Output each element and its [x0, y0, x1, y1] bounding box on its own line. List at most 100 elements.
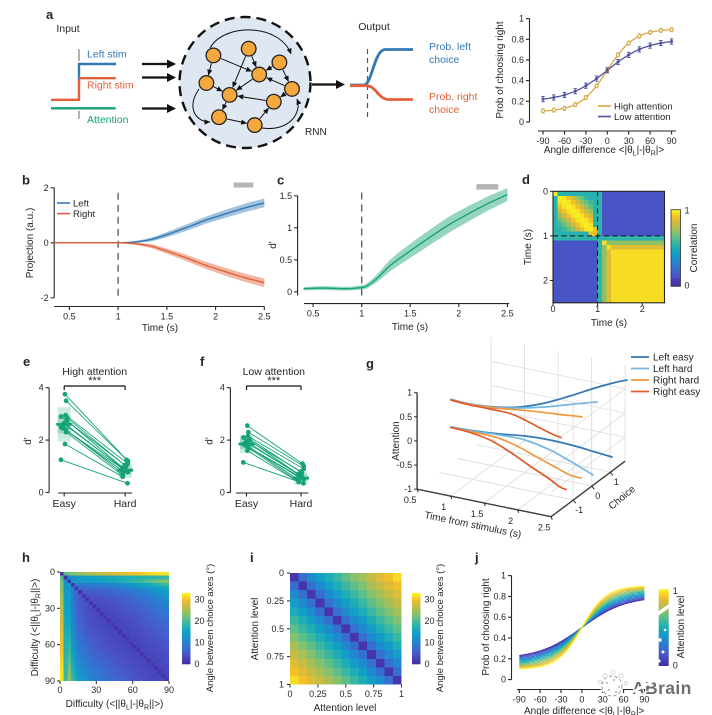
svg-text:30: 30 [195, 594, 205, 604]
svg-text:2: 2 [39, 435, 44, 445]
svg-text:i: i [250, 550, 254, 565]
svg-text:2: 2 [640, 304, 645, 314]
svg-text:0.5: 0.5 [307, 309, 320, 319]
svg-text:d': d' [23, 437, 34, 445]
svg-text:d': d' [268, 241, 279, 249]
svg-text:0: 0 [287, 287, 292, 297]
svg-text:Prob. right: Prob. right [429, 91, 478, 103]
svg-text:0: 0 [279, 568, 284, 578]
svg-text:Left hard: Left hard [653, 364, 692, 375]
svg-text:10: 10 [425, 638, 435, 648]
svg-text:Right easy: Right easy [653, 387, 700, 398]
svg-text:0.6: 0.6 [511, 55, 524, 65]
svg-text:Angle between choice axes (°): Angle between choice axes (°) [205, 564, 216, 692]
svg-text:0.5: 0.5 [340, 689, 353, 699]
svg-text:-90: -90 [536, 136, 549, 146]
svg-text:0: 0 [44, 238, 49, 248]
svg-text:0: 0 [685, 280, 690, 290]
svg-text:1: 1 [519, 14, 524, 24]
svg-text:-0.5: -0.5 [397, 460, 413, 470]
svg-text:0: 0 [220, 488, 225, 498]
svg-text:***: *** [88, 375, 102, 387]
svg-text:Angle between choice axes (°): Angle between choice axes (°) [435, 564, 446, 692]
svg-text:0: 0 [605, 136, 610, 146]
svg-text:Hard: Hard [114, 498, 137, 510]
svg-text:0: 0 [501, 675, 506, 685]
svg-text:2: 2 [44, 183, 49, 193]
svg-text:Left: Left [73, 199, 89, 210]
svg-text:Easy: Easy [53, 498, 77, 510]
svg-text:90: 90 [45, 676, 55, 686]
svg-text:2: 2 [543, 276, 548, 286]
svg-text:0.5: 0.5 [404, 495, 417, 505]
svg-text:1: 1 [441, 502, 446, 512]
svg-text:0: 0 [287, 689, 292, 699]
svg-text:Difficulty (<||θL|-|θR||>): Difficulty (<||θL|-|θR||>) [66, 699, 164, 712]
svg-text:-1: -1 [404, 484, 412, 494]
svg-text:20: 20 [425, 616, 435, 626]
svg-text:0: 0 [57, 685, 62, 695]
svg-text:Prob of choosing right: Prob of choosing right [481, 578, 492, 676]
svg-text:2.5: 2.5 [501, 309, 514, 319]
svg-text:-30: -30 [554, 695, 567, 705]
svg-text:0.4: 0.4 [511, 76, 524, 86]
svg-text:1: 1 [501, 571, 506, 581]
svg-text:choice: choice [429, 54, 460, 66]
svg-text:0: 0 [50, 567, 55, 577]
svg-text:10: 10 [195, 638, 205, 648]
svg-text:h: h [22, 550, 30, 565]
svg-text:0: 0 [543, 186, 548, 196]
svg-text:1: 1 [407, 388, 412, 398]
svg-text:2: 2 [220, 435, 225, 445]
svg-text:0: 0 [407, 436, 412, 446]
svg-text:Right: Right [73, 209, 96, 220]
svg-text:60: 60 [45, 640, 55, 650]
svg-text:1.5: 1.5 [404, 309, 417, 319]
svg-text:0: 0 [579, 695, 584, 705]
svg-text:***: *** [267, 375, 281, 387]
svg-text:0: 0 [595, 491, 600, 501]
svg-text:1: 1 [279, 680, 284, 690]
svg-text:2: 2 [508, 516, 513, 526]
svg-text:Time (s): Time (s) [142, 323, 178, 334]
svg-text:f: f [200, 354, 205, 369]
svg-text:30: 30 [425, 594, 435, 604]
svg-text:Attention level: Attention level [314, 703, 377, 714]
svg-text:2.5: 2.5 [538, 523, 551, 533]
svg-text:-2: -2 [41, 293, 49, 303]
svg-text:-90: -90 [513, 695, 526, 705]
svg-text:1.5: 1.5 [280, 191, 293, 201]
svg-text:0.25: 0.25 [266, 596, 284, 606]
svg-text:Prob of choosing right: Prob of choosing right [495, 21, 506, 119]
svg-text:2: 2 [213, 312, 218, 322]
svg-text:90: 90 [667, 136, 677, 146]
svg-text:0.5: 0.5 [280, 255, 293, 265]
svg-text:Low attention: Low attention [243, 366, 306, 378]
svg-text:0.25: 0.25 [309, 689, 327, 699]
svg-text:30: 30 [45, 603, 55, 613]
svg-text:c: c [277, 173, 284, 188]
svg-text:Input: Input [56, 23, 79, 35]
svg-text:1: 1 [543, 231, 548, 241]
svg-text:4: 4 [39, 383, 44, 393]
svg-text:Left easy: Left easy [653, 353, 694, 364]
svg-text:0.5: 0.5 [63, 312, 76, 322]
svg-text:0: 0 [519, 117, 524, 127]
svg-text:0.75: 0.75 [365, 689, 383, 699]
svg-text:90: 90 [164, 685, 174, 695]
svg-text:0: 0 [673, 661, 678, 671]
svg-text:30: 30 [598, 695, 608, 705]
svg-text:Angle difference <|θL|-|θR|>: Angle difference <|θL|-|θR|> [544, 145, 665, 158]
svg-text:Easy: Easy [235, 498, 259, 510]
svg-text:60: 60 [128, 685, 138, 695]
svg-text:1: 1 [614, 477, 619, 487]
svg-text:choice: choice [429, 104, 460, 116]
svg-text:a: a [46, 7, 54, 22]
svg-text:-60: -60 [558, 136, 571, 146]
svg-text:1.5: 1.5 [161, 312, 174, 322]
svg-text:4: 4 [220, 383, 225, 393]
svg-text:Time (s): Time (s) [392, 322, 428, 333]
svg-text:0: 0 [425, 659, 430, 669]
svg-text:High attention: High attention [614, 102, 673, 113]
svg-text:-1: -1 [575, 505, 583, 515]
